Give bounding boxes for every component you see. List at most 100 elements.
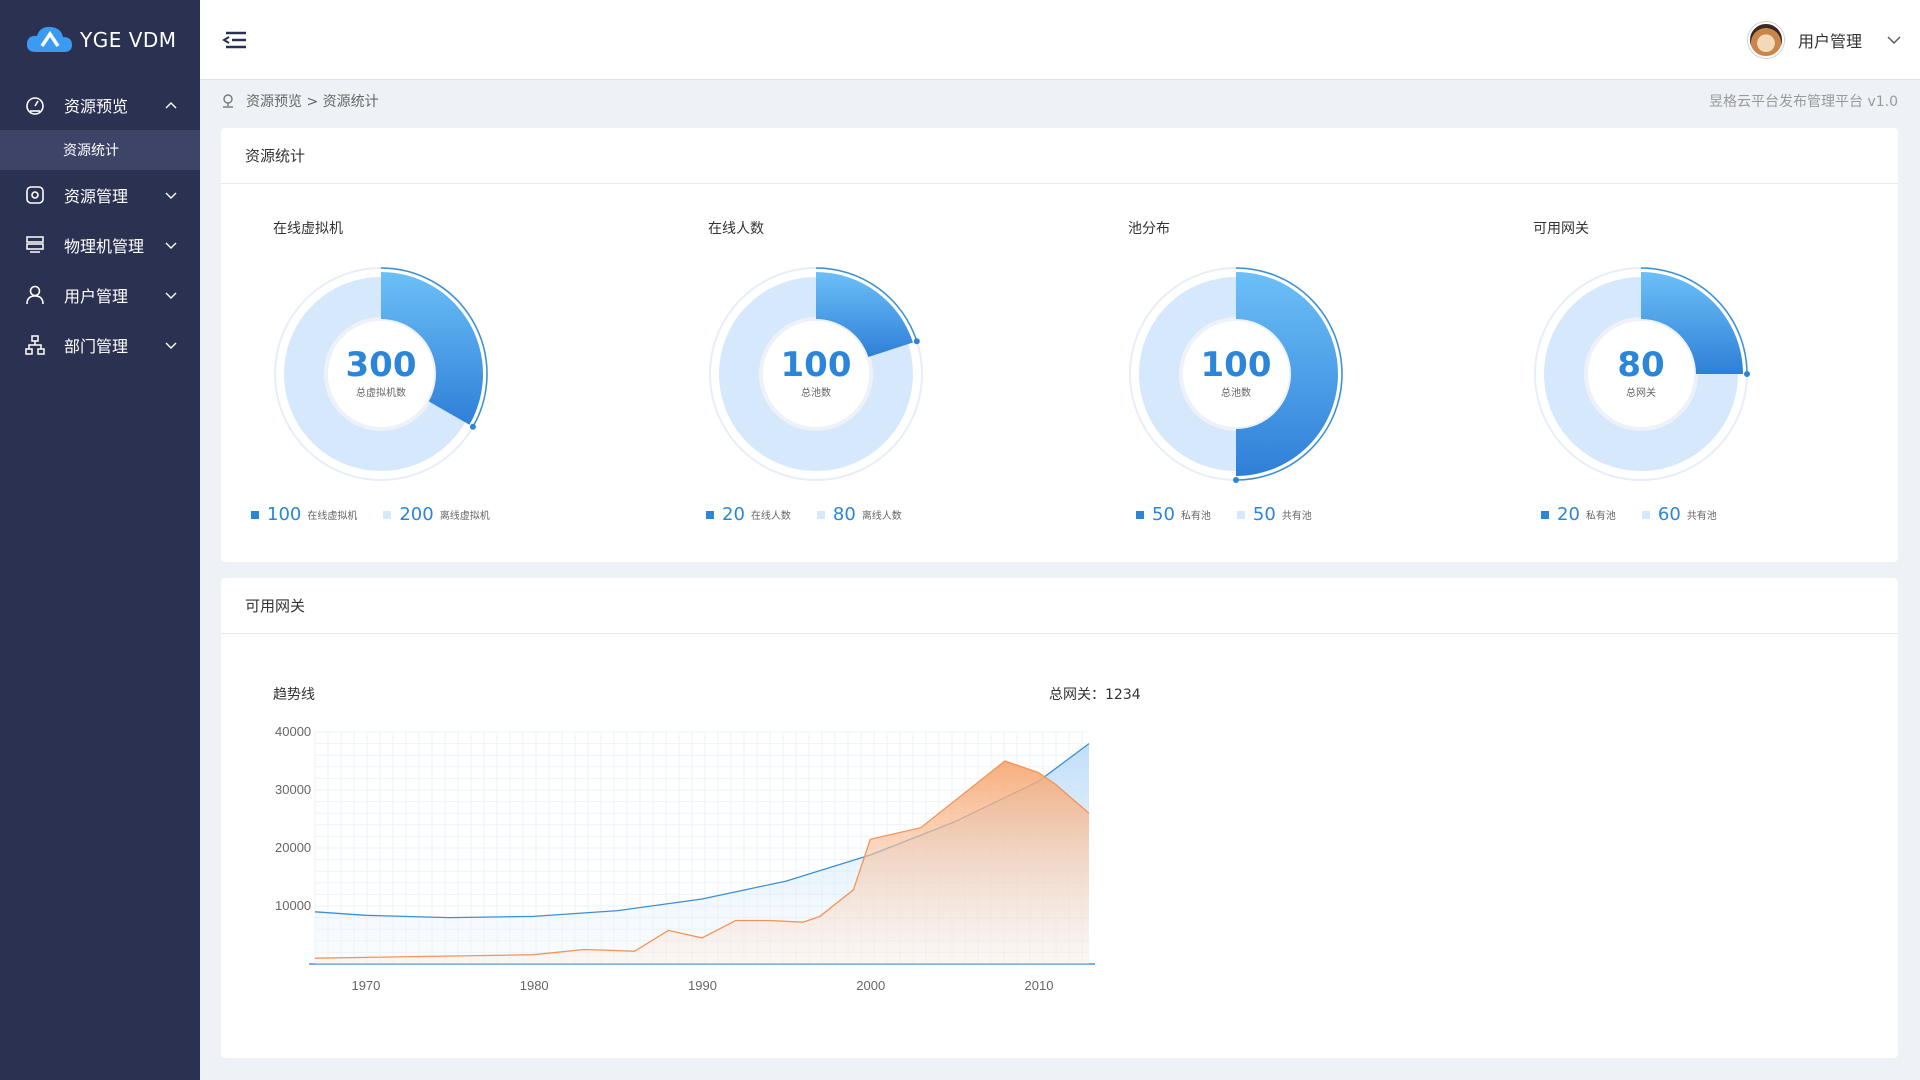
sidebar-item-label: 资源管理 bbox=[64, 187, 129, 206]
donut-end-dot bbox=[1744, 371, 1750, 377]
legend-swatch bbox=[1236, 510, 1245, 519]
sidebar-item-department-management[interactable]: 部门管理 bbox=[0, 320, 200, 370]
series-line bbox=[314, 760, 1090, 959]
legend-label: 在线虚拟机 bbox=[307, 511, 358, 522]
sidebar-item-resource-management[interactable]: 资源管理 bbox=[0, 170, 200, 220]
legend-value: 100 bbox=[267, 504, 302, 525]
user-menu-label: 用户管理 bbox=[1797, 32, 1862, 51]
legend-value: 200 bbox=[399, 504, 434, 525]
breadcrumb-text[interactable]: 资源预览 > 资源统计 bbox=[246, 94, 379, 110]
legend-swatch bbox=[1541, 510, 1549, 519]
legend-swatch bbox=[1136, 510, 1144, 519]
sidebar-item-label: 部门管理 bbox=[64, 337, 129, 356]
chevron-up-icon bbox=[164, 98, 178, 112]
legend-swatch bbox=[1641, 510, 1650, 519]
chevron-down-icon bbox=[164, 288, 178, 302]
donut-end-dot bbox=[469, 423, 476, 430]
sidebar-item-label: 物理机管理 bbox=[64, 237, 145, 256]
y-tick-label: 20000 bbox=[275, 840, 311, 855]
y-tick-label: 40000 bbox=[275, 724, 311, 739]
donut-card: 在线虚拟机 300 总虚拟机数 100 在线虚拟机 200 离线虚拟机 bbox=[251, 184, 621, 562]
user-menu[interactable]: 用户管理 bbox=[1747, 20, 1902, 60]
sidebar-item-resource-preview[interactable]: 资源预览 bbox=[0, 80, 200, 130]
donut-legend: 20 在线人数 80 离线人数 bbox=[706, 504, 928, 525]
donut-subtitle: 总网关 bbox=[1626, 388, 1656, 399]
legend-item: 50 私有池 bbox=[1136, 504, 1211, 525]
legend-item: 60 共有池 bbox=[1641, 504, 1717, 525]
legend-item: 20 私有池 bbox=[1541, 504, 1616, 525]
legend-item: 50 共有池 bbox=[1236, 504, 1312, 525]
donut-center: 80 总网关 bbox=[1581, 346, 1701, 399]
donut-chart bbox=[1129, 267, 1343, 483]
legend-item: 100 在线虚拟机 bbox=[251, 504, 357, 525]
donut-chart bbox=[709, 267, 923, 481]
user-icon bbox=[24, 284, 46, 306]
chevron-down-icon bbox=[164, 188, 178, 202]
donut-legend: 20 私有池 60 共有池 bbox=[1541, 504, 1743, 525]
y-tick-label: 30000 bbox=[275, 782, 311, 797]
sidebar-item-user-management[interactable]: 用户管理 bbox=[0, 270, 200, 320]
donut-subtitle: 总虚拟机数 bbox=[356, 388, 406, 399]
donut-subtitle: 总池数 bbox=[1221, 388, 1251, 399]
donut-center: 300 总虚拟机数 bbox=[321, 346, 441, 399]
legend-label: 共有池 bbox=[1281, 511, 1312, 522]
donut-segment bbox=[1641, 272, 1743, 374]
x-tick-label: 1970 bbox=[351, 978, 380, 993]
donut-value: 80 bbox=[1617, 345, 1665, 385]
donut-segment bbox=[816, 272, 914, 357]
card-title: 可用网关 bbox=[221, 578, 1898, 634]
gateway-trend-card: 可用网关 趋势线 总网关：1234 10000 20000 30000 40000 19… bbox=[221, 578, 1898, 1058]
menu-collapse-icon[interactable] bbox=[220, 28, 248, 52]
trend-chart: 10000 20000 30000 40000 1970 1980 1990 2000 2010 bbox=[275, 724, 1095, 993]
donut-value: 100 bbox=[780, 345, 852, 385]
logo-text: YGE VDM bbox=[80, 28, 177, 52]
chevron-down-icon bbox=[164, 238, 178, 252]
legend-value: 20 bbox=[722, 504, 745, 525]
donut-title: 在线人数 bbox=[708, 221, 764, 237]
legend-swatch bbox=[383, 510, 392, 519]
x-tick-label: 1990 bbox=[688, 978, 717, 993]
sidebar: YGE VDM 资源预览 资源统计 资源管理 物理机管理 bbox=[0, 0, 200, 1080]
logo: YGE VDM bbox=[0, 0, 200, 80]
sidebar-subitem-resource-stats[interactable]: 资源统计 bbox=[0, 130, 200, 170]
top-header: 用户管理 bbox=[200, 0, 1920, 80]
legend-value: 50 bbox=[1252, 504, 1276, 525]
donut-end-dot bbox=[1233, 477, 1239, 483]
chevron-down-icon[interactable] bbox=[1886, 32, 1902, 48]
resource-icon bbox=[24, 184, 46, 206]
donut-card: 在线人数 100 总池数 20 在线人数 80 离线人数 bbox=[696, 184, 1056, 562]
sidebar-item-physical-machine[interactable]: 物理机管理 bbox=[0, 220, 200, 270]
donut-title: 可用网关 bbox=[1533, 221, 1589, 237]
legend-value: 20 bbox=[1557, 504, 1580, 525]
legend-value: 80 bbox=[832, 504, 856, 525]
breadcrumb: 资源预览 > 资源统计 昱格云平台发布管理平台 v1.0 bbox=[200, 81, 1920, 121]
legend-value: 60 bbox=[1657, 504, 1681, 525]
donut-segment bbox=[381, 272, 483, 425]
legend-swatch bbox=[816, 510, 825, 519]
server-icon bbox=[24, 234, 46, 256]
donut-card: 可用网关 80 总网关 20 私有池 60 共有池 bbox=[1521, 184, 1881, 562]
legend-label: 离线人数 bbox=[861, 511, 902, 522]
platform-version: 昱格云平台发布管理平台 v1.0 bbox=[1709, 94, 1898, 110]
resource-stats-card: 资源统计 在线虚拟机 300 总虚拟机数 100 在线虚拟机 200 离线虚拟机 在线人数 10… bbox=[221, 128, 1898, 562]
donut-chart bbox=[1534, 267, 1750, 481]
location-pin-icon bbox=[220, 93, 236, 109]
legend-label: 共有池 bbox=[1686, 511, 1717, 522]
legend-item: 200 离线虚拟机 bbox=[383, 504, 490, 525]
legend-item: 80 离线人数 bbox=[816, 504, 902, 525]
sidebar-item-label: 资源预览 bbox=[64, 97, 129, 116]
trend-title: 趋势线 bbox=[273, 687, 315, 703]
legend-value: 50 bbox=[1152, 504, 1175, 525]
legend-swatch bbox=[251, 510, 259, 519]
donut-progress-arc bbox=[1640, 267, 1748, 375]
x-tick-label: 2000 bbox=[856, 978, 885, 993]
donut-card: 池分布 100 总池数 50 私有池 50 共有池 bbox=[1116, 184, 1476, 562]
donut-title: 池分布 bbox=[1128, 221, 1170, 237]
donut-legend: 100 在线虚拟机 200 离线虚拟机 bbox=[251, 504, 516, 525]
donut-legend: 50 私有池 50 共有池 bbox=[1136, 504, 1338, 525]
avatar[interactable] bbox=[1747, 22, 1784, 58]
legend-label: 私有池 bbox=[1585, 511, 1616, 522]
donut-progress-arc bbox=[380, 267, 488, 428]
org-icon bbox=[24, 334, 46, 356]
x-tick-label: 2010 bbox=[1025, 978, 1054, 993]
